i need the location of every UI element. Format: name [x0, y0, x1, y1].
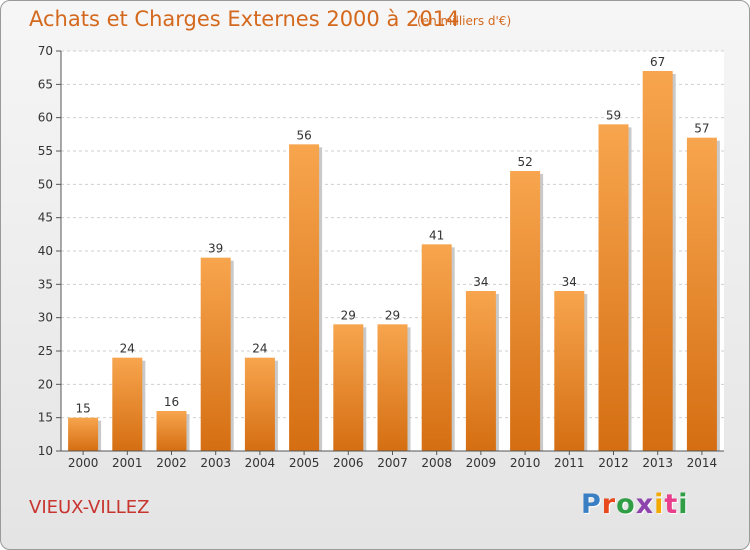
x-tick-label: 2014	[687, 456, 718, 470]
chart-subtitle: (en milliers d'€)	[417, 14, 512, 28]
bar-2006[interactable]	[333, 324, 364, 451]
logo-letter: x	[635, 489, 655, 520]
bar-2001[interactable]	[112, 357, 143, 451]
y-tick-label: 50	[38, 177, 53, 191]
bar-2003[interactable]	[200, 257, 231, 451]
bar-2008[interactable]	[421, 244, 452, 451]
bar-value-label: 34	[473, 275, 488, 289]
y-tick-label: 20	[38, 377, 53, 391]
bar-2014[interactable]	[686, 137, 717, 451]
bar-value-label: 67	[650, 55, 665, 69]
bar-value-label: 52	[517, 155, 532, 169]
bars: 15 24 16 39 24 56 29 29 41 34 52 34 59 67 57	[68, 55, 720, 452]
bar-value-label: 41	[429, 228, 444, 242]
bar-value-label: 15	[75, 402, 90, 416]
bar-value-label: 56	[296, 128, 311, 142]
x-tick-label: 2005	[289, 456, 320, 470]
logo-letter: t	[664, 489, 679, 520]
y-tick-label: 55	[38, 144, 53, 158]
y-tick-label: 40	[38, 244, 53, 258]
bar-value-label: 34	[562, 275, 577, 289]
axes: 10 15 20 25 30 35 40 45 50 55 60 65 70 2000 2001 2002 20…	[38, 44, 724, 470]
x-tick-label: 2006	[333, 456, 364, 470]
y-tick-label: 15	[38, 411, 53, 425]
logo-letter: i	[678, 489, 689, 520]
bar-2013[interactable]	[642, 71, 673, 451]
bar-value-label: 57	[694, 122, 709, 136]
x-tick-label: 2009	[466, 456, 497, 470]
x-tick-label: 2007	[377, 456, 408, 470]
logo-letter: i	[654, 489, 665, 520]
x-tick-label: 2004	[245, 456, 276, 470]
logo-letter: r	[601, 489, 617, 520]
y-tick-label: 60	[38, 111, 53, 125]
chart-title: Achats et Charges Externes 2000 à 2014	[29, 7, 460, 31]
bar-value-label: 24	[120, 342, 135, 356]
logo-letter: P	[581, 489, 602, 520]
bar-2004[interactable]	[244, 357, 275, 451]
logo-letter: o	[616, 489, 636, 520]
x-tick-label: 2010	[510, 456, 541, 470]
bar-2010[interactable]	[510, 171, 541, 451]
y-tick-label: 30	[38, 311, 53, 325]
bar-value-label: 29	[385, 308, 400, 322]
bar-value-label: 24	[252, 342, 267, 356]
y-tick-label: 25	[38, 344, 53, 358]
x-tick-label: 2008	[421, 456, 452, 470]
y-tick-label: 70	[38, 44, 53, 58]
bar-2005[interactable]	[289, 144, 320, 452]
bar-2009[interactable]	[465, 291, 496, 451]
y-tick-label: 10	[38, 444, 53, 458]
bar-2012[interactable]	[598, 124, 629, 451]
x-tick-label: 2001	[112, 456, 143, 470]
bar-value-label: 16	[164, 395, 179, 409]
bar-value-label: 29	[341, 308, 356, 322]
bar-2007[interactable]	[377, 324, 408, 451]
y-tick-label: 65	[38, 77, 53, 91]
x-tick-label: 2012	[598, 456, 629, 470]
bar-2000[interactable]	[68, 417, 99, 451]
x-tick-label: 2013	[642, 456, 673, 470]
bar-2002[interactable]	[156, 411, 187, 451]
x-tick-label: 2002	[156, 456, 187, 470]
proxiti-logo[interactable]: Proxiti	[581, 489, 689, 520]
y-tick-label: 45	[38, 211, 53, 225]
bar-2011[interactable]	[554, 291, 585, 451]
x-tick-label: 2011	[554, 456, 585, 470]
bar-value-label: 39	[208, 242, 223, 256]
commune-name: VIEUX-VILLEZ	[29, 497, 150, 518]
y-tick-label: 35	[38, 277, 53, 291]
x-tick-label: 2000	[68, 456, 99, 470]
bar-value-label: 59	[606, 108, 621, 122]
x-tick-label: 2003	[200, 456, 231, 470]
